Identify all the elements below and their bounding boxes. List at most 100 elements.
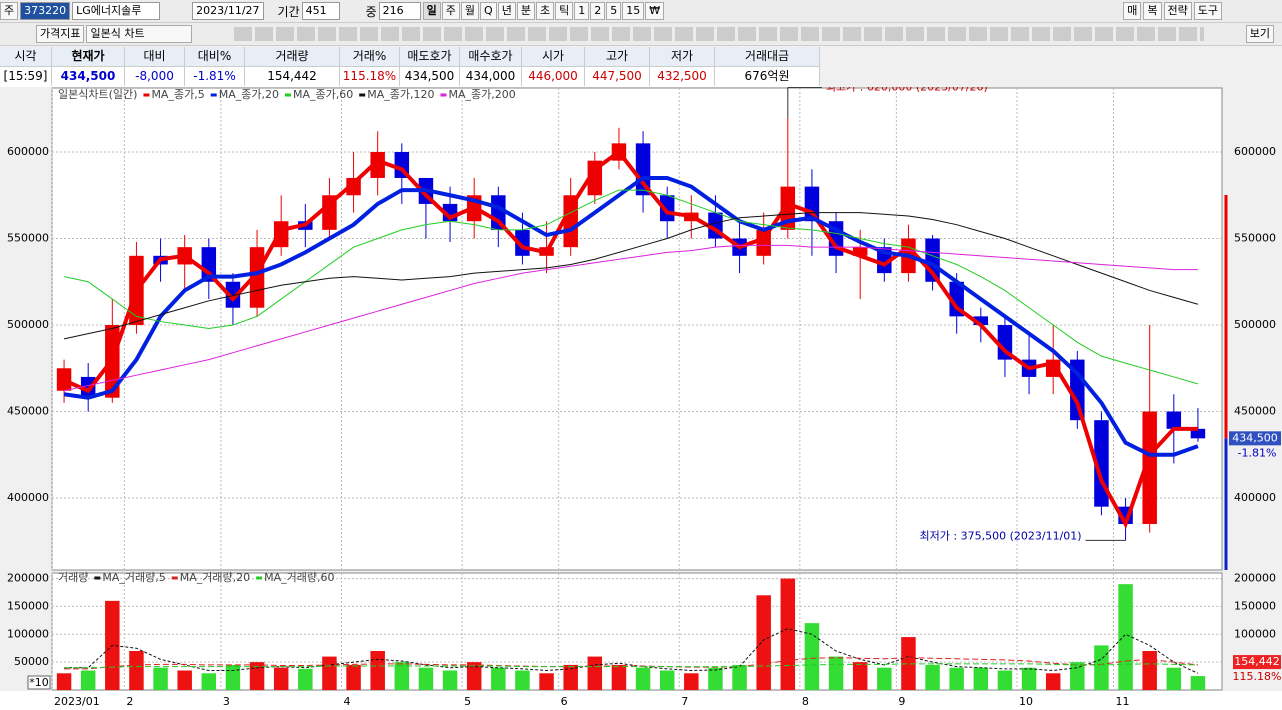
interval[interactable]: 월 xyxy=(460,2,480,20)
candle-body xyxy=(563,195,578,248)
toolbar-2: 가격지표 일본식 차트 보기 xyxy=(0,23,1282,46)
y-tick-label-right: 200000 xyxy=(1234,572,1276,585)
intervals: 일 주 월 Q 년 분 초 틱 1 2 5 15 ₩ xyxy=(422,2,665,20)
x-axis-strip xyxy=(0,691,1282,710)
candle-body xyxy=(1142,411,1157,524)
quote-value: -1.81% xyxy=(185,67,245,86)
y-tick-label: 450000 xyxy=(7,405,49,418)
volume-bar xyxy=(1190,676,1206,690)
volume-bar xyxy=(756,595,771,690)
volume-bar xyxy=(635,667,651,690)
view[interactable]: 보기 xyxy=(1245,25,1274,43)
change-pct: -1.81% xyxy=(1238,446,1277,459)
ma-line xyxy=(63,175,1199,457)
interval[interactable]: 1 xyxy=(574,2,590,20)
volume-bar xyxy=(225,664,241,690)
quote-header: 현재가 xyxy=(52,47,125,67)
volume-bar xyxy=(1094,645,1109,690)
x-tick-label: 4 xyxy=(344,695,351,708)
volume-bar xyxy=(322,656,337,690)
interval[interactable]: 15 xyxy=(622,2,645,20)
volume-bar xyxy=(129,651,144,690)
legend-entry: MA_종가,120 xyxy=(367,88,434,101)
quote-value: 115.18% xyxy=(340,67,400,86)
interval[interactable]: 일 xyxy=(422,2,441,20)
x-tick-label: 5 xyxy=(464,695,471,708)
ma-line xyxy=(63,189,1199,385)
legend-entry: MA_종가,5 xyxy=(151,88,204,101)
volume-bar xyxy=(852,662,868,690)
stock-name[interactable]: LG에너지솔루 xyxy=(72,2,161,20)
code[interactable]: 373220 xyxy=(20,2,71,20)
interval[interactable]: 분 xyxy=(516,2,535,20)
volume-bar xyxy=(563,664,578,690)
legend-entry: MA_종가,60 xyxy=(293,88,353,101)
tool-button[interactable]: 매 xyxy=(1123,2,1142,20)
quote-value: 154,442 xyxy=(245,67,340,86)
period-label: 기간 xyxy=(277,4,300,19)
quote-header: 매수호가 xyxy=(460,47,522,67)
volume-bar xyxy=(949,667,964,690)
last-volume-box xyxy=(1233,655,1281,670)
interval[interactable]: Q xyxy=(480,2,497,20)
y-tick-label-right: 400000 xyxy=(1234,491,1276,504)
quote-header: 거래대금 xyxy=(715,47,820,67)
volume-bar xyxy=(418,667,434,690)
interval[interactable]: 5 xyxy=(606,2,622,20)
quote-header: 시가 xyxy=(522,47,585,67)
candle-body xyxy=(997,325,1013,360)
x-tick-label: 2 xyxy=(126,695,133,708)
interval[interactable]: 초 xyxy=(535,2,555,20)
y-tick-label-right: 450000 xyxy=(1234,405,1276,418)
last-volume: 154,442 xyxy=(1234,655,1280,668)
ma-line xyxy=(64,628,1199,674)
legend-title: 거래량 xyxy=(58,571,88,584)
toolbar: 주 373220 LG에너지솔루 2023/11/27 기간 451 중 216… xyxy=(0,0,1282,23)
volume-bar xyxy=(997,670,1013,690)
quote-value: -8,000 xyxy=(125,67,185,86)
tool-button[interactable]: 전략 xyxy=(1163,2,1192,20)
x-tick-label: 3 xyxy=(223,695,230,708)
ma-line xyxy=(64,657,1198,670)
quote-table: 시각 [15:59] 현재가 434,500 대비 -8,000 대비% -1.81% 거래량 1… xyxy=(0,47,820,87)
period[interactable]: 451 xyxy=(301,2,340,20)
x-tick-label: 11 xyxy=(1116,695,1130,708)
volume-bar xyxy=(273,667,289,690)
volume-bar xyxy=(80,670,96,690)
volume-bar xyxy=(346,664,361,690)
y-tick-label: 50000 xyxy=(14,655,49,668)
candle-body xyxy=(80,376,96,398)
volume-bar xyxy=(901,637,916,690)
quote-value: 434,000 xyxy=(460,67,522,86)
volume-bar xyxy=(491,667,506,690)
quote-value: 432,500 xyxy=(650,67,715,86)
x-tick-label: 8 xyxy=(802,695,809,708)
volume-bar xyxy=(1142,651,1157,690)
date[interactable]: 2023/11/27 xyxy=(192,2,264,20)
interval[interactable]: ₩ xyxy=(645,2,665,20)
volume-bar xyxy=(684,673,699,690)
tool-button[interactable]: 복 xyxy=(1143,2,1162,20)
quote-header: 거래량 xyxy=(245,47,340,67)
legend-entry: MA_거래량,60 xyxy=(264,571,334,584)
scale-box xyxy=(27,675,51,690)
volume-bar xyxy=(1118,584,1133,690)
right-buttons: 매 복 전략 도구 xyxy=(1123,2,1222,20)
market[interactable]: 주 xyxy=(0,2,19,20)
tool-button[interactable]: 도구 xyxy=(1193,2,1222,20)
quote-value: 446,000 xyxy=(522,67,585,86)
volume-bar xyxy=(394,662,410,690)
interval[interactable]: 주 xyxy=(441,2,460,20)
indicator[interactable]: 가격지표 xyxy=(36,25,85,43)
x-tick-label: 7 xyxy=(681,695,688,708)
y-tick-label: 150000 xyxy=(7,599,49,612)
interval[interactable]: 틱 xyxy=(555,2,574,20)
interval[interactable]: 2 xyxy=(590,2,606,20)
volume-bar xyxy=(201,673,217,690)
mid[interactable]: 216 xyxy=(378,2,421,20)
chart-style[interactable]: 일본식 차트 xyxy=(86,25,193,43)
y-tick-label-right: 500000 xyxy=(1234,318,1276,331)
interval[interactable]: 년 xyxy=(497,2,516,20)
volume-ratio: 115.18% xyxy=(1233,670,1282,683)
